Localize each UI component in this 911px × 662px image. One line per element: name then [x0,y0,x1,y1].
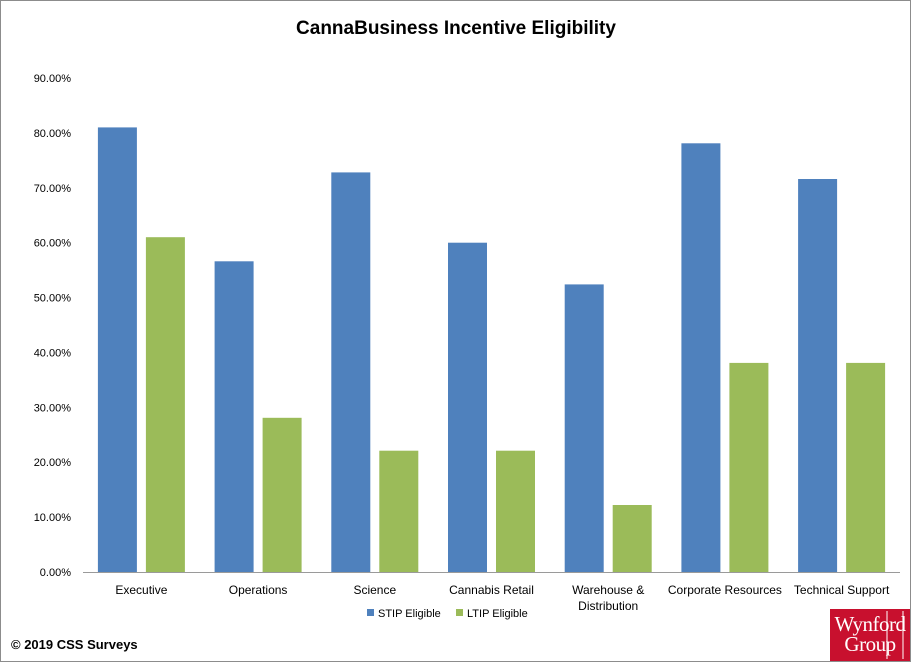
y-tick-label: 40.00% [34,347,72,359]
ltip-bar [496,450,535,572]
ltip-bar [846,362,886,572]
chart-title: CannaBusiness Incentive Eligibility [296,18,616,39]
legend-swatch [367,609,374,616]
logo-stripe [886,611,904,659]
ltip-bar [729,362,769,572]
logo-text-line1: Wynford [834,612,906,636]
copyright-notice: © 2019 CSS Surveys [11,637,138,652]
ltip-bar [379,450,419,572]
y-tick-label: 60.00% [34,238,72,250]
x-category-label: Cannabis Retail [449,583,534,597]
legend-label: STIP Eligible [378,608,441,620]
legend-label: LTIP Eligible [467,608,528,620]
y-tick-label: 80.00% [34,128,72,140]
x-axis-labels: Executive Operations Science Cannabis Retai… [115,583,890,613]
y-axis: 0.00% 10.00% 20.00% 30.00% 40.00% 50.00% 60.00… [34,73,72,579]
x-category-label: Operations [229,583,288,597]
ltip-bar [145,237,185,572]
stip-bar [214,261,254,572]
y-tick-label: 90.00% [34,73,72,85]
x-category-label: Warehouse & Distribution [572,583,644,613]
stip-bar [681,143,721,573]
bars [97,127,886,573]
legend: STIP Eligible LTIP Eligible [367,608,528,620]
y-tick-label: 10.00% [34,512,72,524]
wynford-group-logo: Wynford Group [830,609,910,661]
y-tick-label: 30.00% [34,402,72,414]
x-category-label: Executive [115,583,167,597]
stip-bar [564,284,604,572]
y-tick-label: 20.00% [34,457,72,469]
y-tick-label: 50.00% [34,293,72,305]
x-category-label: Technical Support [794,583,890,597]
stip-bar [448,242,487,572]
y-tick-label: 0.00% [40,567,71,579]
x-category-label: Corporate Resources [668,583,782,597]
x-category-label: Science [353,583,396,597]
stip-bar [97,127,137,573]
ltip-bar [262,417,302,572]
stip-bar [798,179,838,572]
ltip-bar [612,505,652,572]
y-tick-label: 70.00% [34,183,72,195]
legend-swatch [456,609,463,616]
stip-bar [331,172,371,572]
logo-text-line2: Group [844,632,896,656]
